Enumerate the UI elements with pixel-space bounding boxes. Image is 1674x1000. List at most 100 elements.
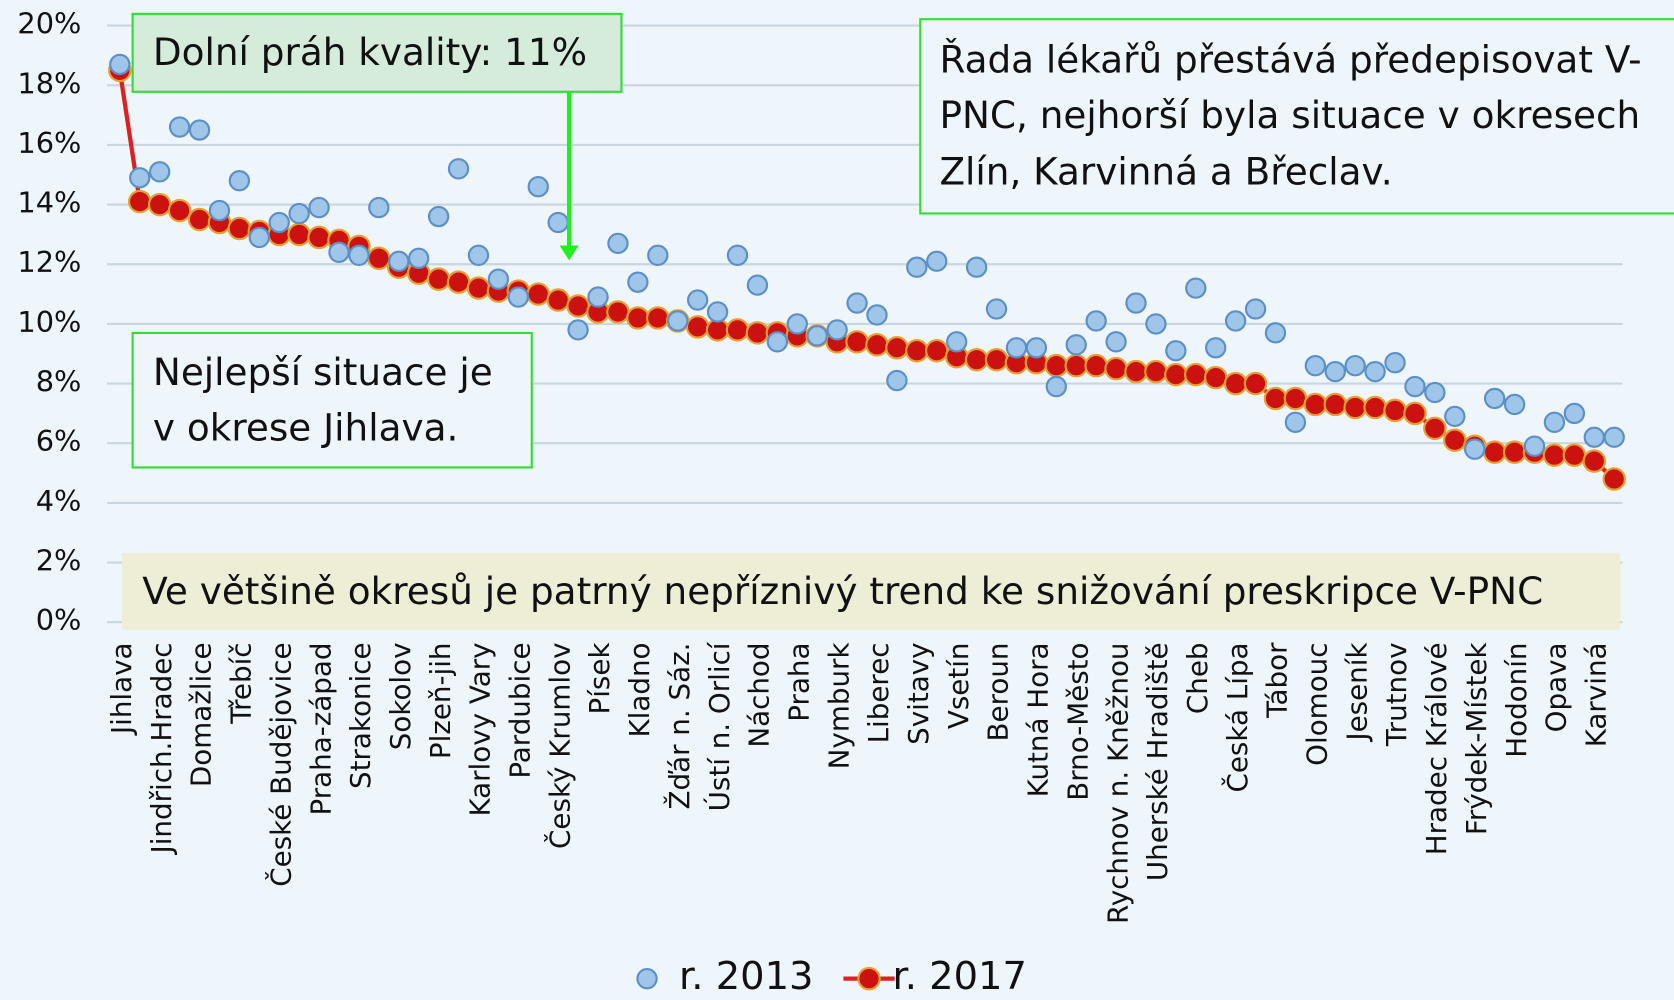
point <box>1104 356 1128 381</box>
x-tick-label: České Budějovice <box>263 642 297 886</box>
point <box>148 161 171 183</box>
point <box>906 256 928 278</box>
x-tick-label: Tábor <box>1261 642 1294 719</box>
annotation-text: Nejlepší situace je <box>153 350 493 394</box>
point <box>227 216 252 241</box>
point <box>1065 334 1087 356</box>
point <box>1203 365 1228 390</box>
point <box>1044 353 1069 378</box>
point <box>507 286 529 308</box>
point <box>1424 381 1446 404</box>
x-tick-label: Karviná <box>1579 642 1612 747</box>
point <box>786 313 808 335</box>
point <box>1244 298 1267 320</box>
point <box>268 211 290 234</box>
y-tick-label: 8% <box>36 365 82 399</box>
point <box>685 315 710 339</box>
point <box>926 250 948 272</box>
point <box>647 244 669 266</box>
point <box>446 270 471 294</box>
point <box>367 246 391 271</box>
note-box <box>131 331 533 469</box>
legend-marker <box>636 967 658 990</box>
point <box>1384 352 1406 374</box>
point <box>925 339 949 363</box>
point <box>1304 354 1327 377</box>
point <box>1185 277 1207 299</box>
point <box>1483 387 1506 410</box>
point <box>1284 411 1307 434</box>
point <box>706 301 729 323</box>
x-tick-label: Ústí n. Orlicí <box>702 641 736 811</box>
y-tick-label: 6% <box>36 424 82 458</box>
point <box>128 189 152 214</box>
x-tick-label: Hradec Králové <box>1420 642 1453 855</box>
y-tick-label: 12% <box>17 245 81 279</box>
point <box>667 310 689 332</box>
point <box>1085 310 1107 332</box>
point <box>526 282 550 306</box>
point <box>1324 360 1346 383</box>
legend-marker <box>857 966 881 991</box>
legend-label: r. 2013 <box>679 954 813 999</box>
threshold-box <box>131 12 623 93</box>
y-tick-label: 16% <box>17 126 81 160</box>
point <box>1343 395 1367 420</box>
x-tick-label: Liberec <box>862 642 895 743</box>
x-tick-label: Náchod <box>743 642 776 747</box>
point <box>1064 353 1088 378</box>
legend-label: r. 2017 <box>892 954 1026 999</box>
x-tick-label: Český Krumlov <box>542 642 576 848</box>
y-tick-label: 20% <box>17 7 81 41</box>
point <box>1264 322 1287 344</box>
point <box>348 244 370 266</box>
point <box>1562 443 1587 467</box>
point <box>806 325 828 347</box>
point <box>466 276 491 300</box>
point <box>1243 371 1268 396</box>
point <box>627 271 649 293</box>
point <box>587 286 609 308</box>
point <box>607 232 629 255</box>
point <box>527 176 549 198</box>
x-tick-label: Uherské Hradiště <box>1141 642 1174 881</box>
point <box>547 211 569 234</box>
annotation-text: v okrese Jihlava. <box>153 406 458 450</box>
point <box>984 347 1009 372</box>
point <box>1363 395 1387 420</box>
x-tick-label: Jihlava <box>105 642 138 736</box>
point <box>1344 354 1366 377</box>
point <box>1444 405 1466 428</box>
x-tick-label: Hodonín <box>1500 642 1533 757</box>
x-tick-label: Sokolov <box>384 642 417 750</box>
x-tick-label: Karlovy Vary <box>464 642 497 816</box>
point <box>1423 416 1447 441</box>
point <box>129 167 151 189</box>
x-tick-label: Beroun <box>982 642 1015 741</box>
point <box>187 207 212 232</box>
point <box>985 298 1008 320</box>
legend: r. 2013 r. 2017 <box>636 954 1027 999</box>
point <box>447 158 470 180</box>
point <box>1303 392 1328 417</box>
grid: 0% 2% 4% 6% 8% 10% 12% 14% 16% 18% 20% Jihlava Jindř… <box>17 7 1623 924</box>
point <box>1403 401 1427 426</box>
point <box>408 247 430 269</box>
point <box>1364 360 1386 383</box>
x-tick-label: Třebíč <box>225 642 258 724</box>
point <box>606 300 630 324</box>
point <box>1404 375 1426 398</box>
annotation-text: Ve většině okresů je patrný nepříznivý t… <box>142 569 1543 613</box>
point <box>287 222 311 247</box>
y-tick-label: 14% <box>17 186 81 220</box>
point <box>546 288 570 312</box>
x-tick-label: Žďár n. Sáz. <box>662 642 696 809</box>
point <box>188 119 211 141</box>
point <box>487 268 510 290</box>
point <box>1602 467 1626 491</box>
point <box>1005 337 1028 359</box>
point <box>328 241 350 263</box>
point <box>1603 426 1625 448</box>
point <box>308 196 330 219</box>
